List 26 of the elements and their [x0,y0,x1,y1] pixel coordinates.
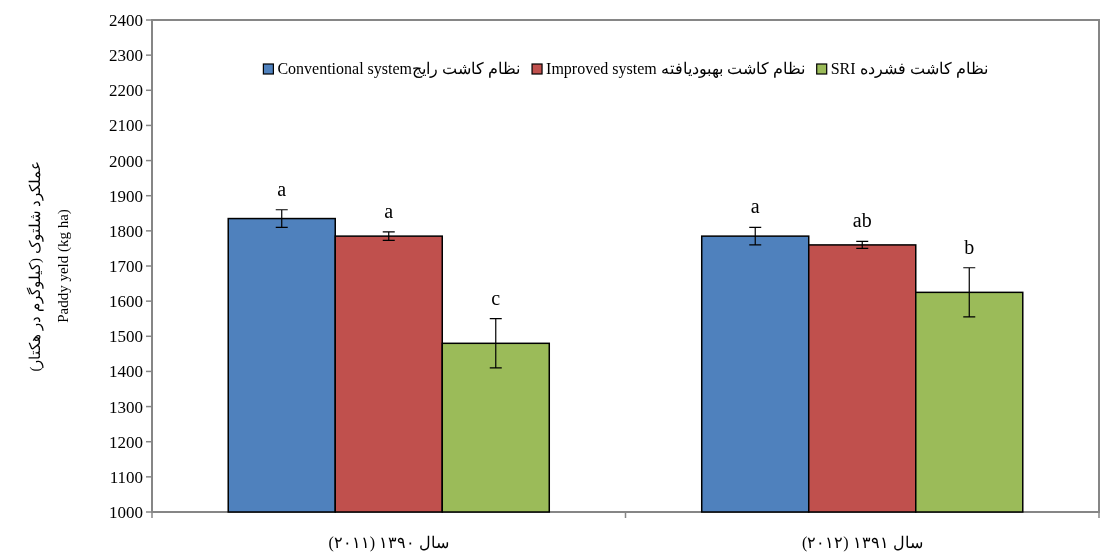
y-tick-label: 1300 [109,397,143,417]
y-tick-label: 1800 [109,221,143,241]
data-label: ab [852,209,872,232]
legend-label: SRI نظام کاشت فشرده [830,60,988,78]
y-tick-label: 1700 [109,257,143,276]
y-tick-label: 1600 [109,292,143,312]
data-label: a [277,177,287,200]
y-tick-label: 2400 [109,11,143,30]
y-tick-label: 2200 [109,81,143,101]
data-label: a [750,195,760,218]
y-tick-label: 1400 [109,362,143,382]
data-label: c [491,286,501,309]
legend-label: Improved system نظام کاشت بهبودیافته [546,60,805,78]
y-tick-label: 1100 [109,467,143,487]
y-tick-label: 1500 [109,327,143,347]
data-label: b [964,235,975,258]
y-tick-label: 2000 [109,151,143,171]
y-tick-label: 2100 [109,116,143,136]
legend-label: Conventional systemنظام کاشت رایج [277,60,521,78]
y-tick-label: 2300 [109,46,143,66]
x-tick-label: سال ۱۳۹۱ (۲۰۱۲) [801,534,923,552]
y-tick-label: 1200 [109,432,143,452]
y-tick-label: 1000 [109,503,143,522]
x-tick-label: سال ۱۳۹۰ (۲۰۱۱) [328,534,450,552]
y-tick-label: 1900 [109,186,143,206]
data-label: a [384,199,394,222]
